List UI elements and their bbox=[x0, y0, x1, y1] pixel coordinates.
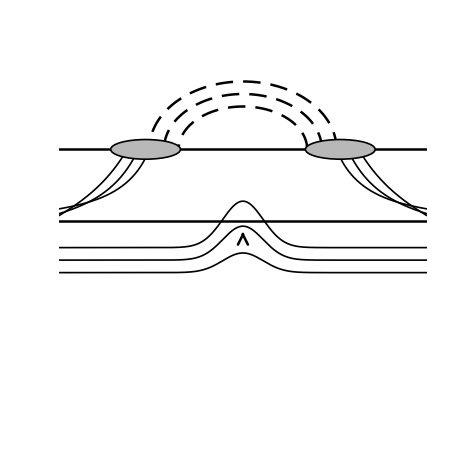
Ellipse shape bbox=[305, 140, 375, 160]
Ellipse shape bbox=[110, 140, 181, 160]
